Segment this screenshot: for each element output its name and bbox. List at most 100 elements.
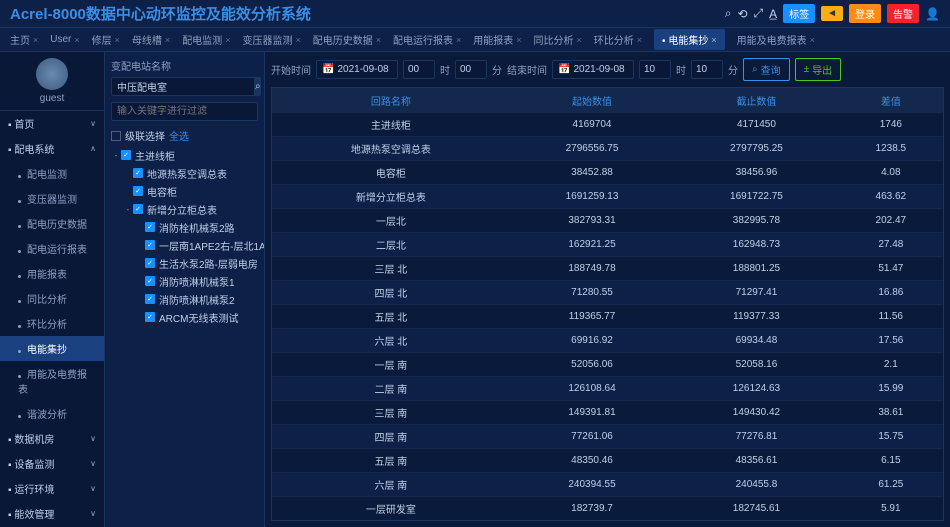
search-icon[interactable]: ⌕: [725, 6, 732, 21]
tag-red[interactable]: 告警: [887, 4, 919, 23]
nav-sub-谐波分析[interactable]: 谐波分析: [0, 401, 104, 426]
tree-panel: 变配电站名称 ⌕ 级联选择 全选 -✓主进线柜✓地源热泵空调总表✓电容柜-✓新增…: [105, 52, 265, 527]
tab-bar: 主页 × User × 修层 × 母线槽 × 配电监测 × 变压器监测 × 配电历史数据 ×…: [0, 28, 950, 52]
cascade-check[interactable]: [111, 131, 121, 141]
tab-User[interactable]: User ×: [50, 34, 79, 45]
tree-filter-input[interactable]: [111, 102, 258, 121]
table-row[interactable]: 电容柜38452.8838456.964.08: [272, 161, 943, 185]
tree-label: 变配电站名称: [111, 58, 258, 73]
nav-sub-变压器监测[interactable]: 变压器监测: [0, 186, 104, 211]
tree-node[interactable]: -✓主进线柜: [111, 146, 258, 164]
sidebar: guest ▪ 首页∨▪ 配电系统∧配电监测变压器监测配电历史数据配电运行报表用…: [0, 52, 105, 527]
table-row[interactable]: 六层 北69916.9269934.4817.56: [272, 329, 943, 353]
table-row[interactable]: 地源热泵空调总表2796556.752797795.251238.5: [272, 137, 943, 161]
table-row[interactable]: 六层 南240394.55240455.861.25: [272, 473, 943, 497]
tab-修层[interactable]: 修层 ×: [92, 32, 120, 47]
avatar: guest: [0, 52, 104, 111]
tab-母线槽[interactable]: 母线槽 ×: [132, 32, 170, 47]
table-row[interactable]: 四层 北71280.5571297.4116.86: [272, 281, 943, 305]
avatar-image: [36, 58, 68, 90]
table-row[interactable]: 一层北382793.31382995.78202.47: [272, 209, 943, 233]
start-date[interactable]: 📅2021-09-08: [316, 60, 398, 79]
user-icon[interactable]: 👤: [925, 7, 940, 21]
end-hour[interactable]: 10: [639, 60, 671, 79]
nav-sub-用能报表[interactable]: 用能报表: [0, 261, 104, 286]
table-row[interactable]: 一层 南52056.0652058.162.1: [272, 353, 943, 377]
nav-能效管理[interactable]: ▪ 能效管理∨: [0, 501, 104, 526]
table-row[interactable]: 三层 北188749.78188801.2551.47: [272, 257, 943, 281]
table-row[interactable]: 二层北162921.25162948.7327.48: [272, 233, 943, 257]
tree: -✓主进线柜✓地源热泵空调总表✓电容柜-✓新增分立柜总表✓消防栓机械泵2路✓一层…: [111, 146, 258, 326]
table-row[interactable]: 四层 南77261.0677276.8115.75: [272, 425, 943, 449]
tree-node[interactable]: -✓新增分立柜总表: [111, 200, 258, 218]
select-all[interactable]: 全选: [169, 128, 189, 143]
tag-orange[interactable]: 登录: [849, 4, 881, 23]
nav-sub-配电历史数据[interactable]: 配电历史数据: [0, 211, 104, 236]
nav: ▪ 首页∨▪ 配电系统∧配电监测变压器监测配电历史数据配电运行报表用能报表同比分…: [0, 111, 104, 527]
tree-node[interactable]: ✓生活水泵2路-层弱电房: [111, 254, 258, 272]
table-row[interactable]: 一层研发室182739.7182745.615.91: [272, 497, 943, 521]
tab-配电运行报表[interactable]: 配电运行报表 ×: [393, 32, 461, 47]
table-row[interactable]: 二层 南126108.64126124.6315.99: [272, 377, 943, 401]
start-hour[interactable]: 00: [403, 60, 435, 79]
table-row[interactable]: 三层 南149391.81149430.4238.61: [272, 401, 943, 425]
tab-配电监测[interactable]: 配电监测 ×: [182, 32, 230, 47]
station-search-btn[interactable]: ⌕: [255, 77, 261, 96]
nav-sub-环比分析[interactable]: 环比分析: [0, 311, 104, 336]
app-title: Acrel-8000数据中心动环监控及能效分析系统: [10, 3, 725, 24]
tag-yellow[interactable]: ◄: [821, 6, 843, 21]
station-input[interactable]: [111, 77, 255, 96]
expand-icon[interactable]: ⤢: [754, 6, 764, 21]
header: Acrel-8000数据中心动环监控及能效分析系统 ⌕ ⟲ ⤢ A̲ 标签 ◄ …: [0, 0, 950, 28]
tab-用能报表[interactable]: 用能报表 ×: [473, 32, 521, 47]
table-row[interactable]: 一层研发室182739.7182745.615.91: [272, 521, 943, 522]
col-header: 回路名称: [272, 88, 510, 113]
tree-node[interactable]: ✓ARCM无线表测试: [111, 308, 258, 326]
tab-变压器监测[interactable]: 变压器监测 ×: [242, 32, 300, 47]
tab-配电历史数据[interactable]: 配电历史数据 ×: [313, 32, 381, 47]
table-row[interactable]: 主进线柜416970441714501746: [272, 113, 943, 137]
nav-设备监测[interactable]: ▪ 设备监测∨: [0, 451, 104, 476]
cascade-label: 级联选择: [125, 128, 165, 143]
export-button[interactable]: ± 导出: [795, 58, 842, 81]
tree-node[interactable]: ✓消防喷淋机械泵1: [111, 272, 258, 290]
nav-sub-电能集抄[interactable]: 电能集抄: [0, 336, 104, 361]
tree-node[interactable]: ✓一层南1APE2右-层北1APE1左: [111, 236, 258, 254]
nav-运行环境[interactable]: ▪ 运行环境∨: [0, 476, 104, 501]
nav-首页[interactable]: ▪ 首页∨: [0, 111, 104, 136]
nav-sub-用能及电费报表[interactable]: 用能及电费报表: [0, 361, 104, 401]
nav-配电系统[interactable]: ▪ 配电系统∧: [0, 136, 104, 161]
tab-用能及电费报表[interactable]: 用能及电费报表 ×: [737, 32, 815, 47]
content: 开始时间 📅2021-09-08 00 时 00 分 结束时间 📅2021-09…: [265, 52, 950, 527]
lang-icon[interactable]: A̲: [769, 7, 777, 21]
end-date[interactable]: 📅2021-09-08: [552, 60, 634, 79]
tab-电能集抄[interactable]: • 电能集抄 ×: [654, 29, 725, 50]
table-row[interactable]: 五层 北119365.77119377.3311.56: [272, 305, 943, 329]
start-min[interactable]: 00: [455, 60, 487, 79]
refresh-icon[interactable]: ⟲: [737, 7, 747, 21]
avatar-name: guest: [40, 93, 64, 104]
col-header: 截止数值: [674, 88, 838, 113]
tree-node[interactable]: ✓电容柜: [111, 182, 258, 200]
tab-环比分析[interactable]: 环比分析 ×: [594, 32, 642, 47]
nav-数据机房[interactable]: ▪ 数据机房∨: [0, 426, 104, 451]
tree-node[interactable]: ✓消防栓机械泵2路: [111, 218, 258, 236]
data-table: 回路名称起始数值截止数值差值 主进线柜416970441714501746地源热…: [272, 88, 943, 521]
tree-node[interactable]: ✓消防喷淋机械泵2: [111, 290, 258, 308]
tree-node[interactable]: ✓地源热泵空调总表: [111, 164, 258, 182]
tag-blue[interactable]: 标签: [783, 4, 815, 23]
table-row[interactable]: 五层 南48350.4648356.616.15: [272, 449, 943, 473]
nav-sub-配电运行报表[interactable]: 配电运行报表: [0, 236, 104, 261]
col-header: 差值: [839, 88, 943, 113]
query-button[interactable]: ⌕ 查询: [743, 58, 790, 81]
tab-同比分析[interactable]: 同比分析 ×: [534, 32, 582, 47]
table-row[interactable]: 新增分立柜总表1691259.131691722.75463.62: [272, 185, 943, 209]
start-label: 开始时间: [271, 62, 311, 77]
table-wrap: 回路名称起始数值截止数值差值 主进线柜416970441714501746地源热…: [271, 87, 944, 521]
tab-主页[interactable]: 主页 ×: [10, 32, 38, 47]
filter-bar: 开始时间 📅2021-09-08 00 时 00 分 结束时间 📅2021-09…: [271, 58, 944, 81]
nav-sub-配电监测[interactable]: 配电监测: [0, 161, 104, 186]
col-header: 起始数值: [510, 88, 674, 113]
end-min[interactable]: 10: [691, 60, 723, 79]
nav-sub-同比分析[interactable]: 同比分析: [0, 286, 104, 311]
